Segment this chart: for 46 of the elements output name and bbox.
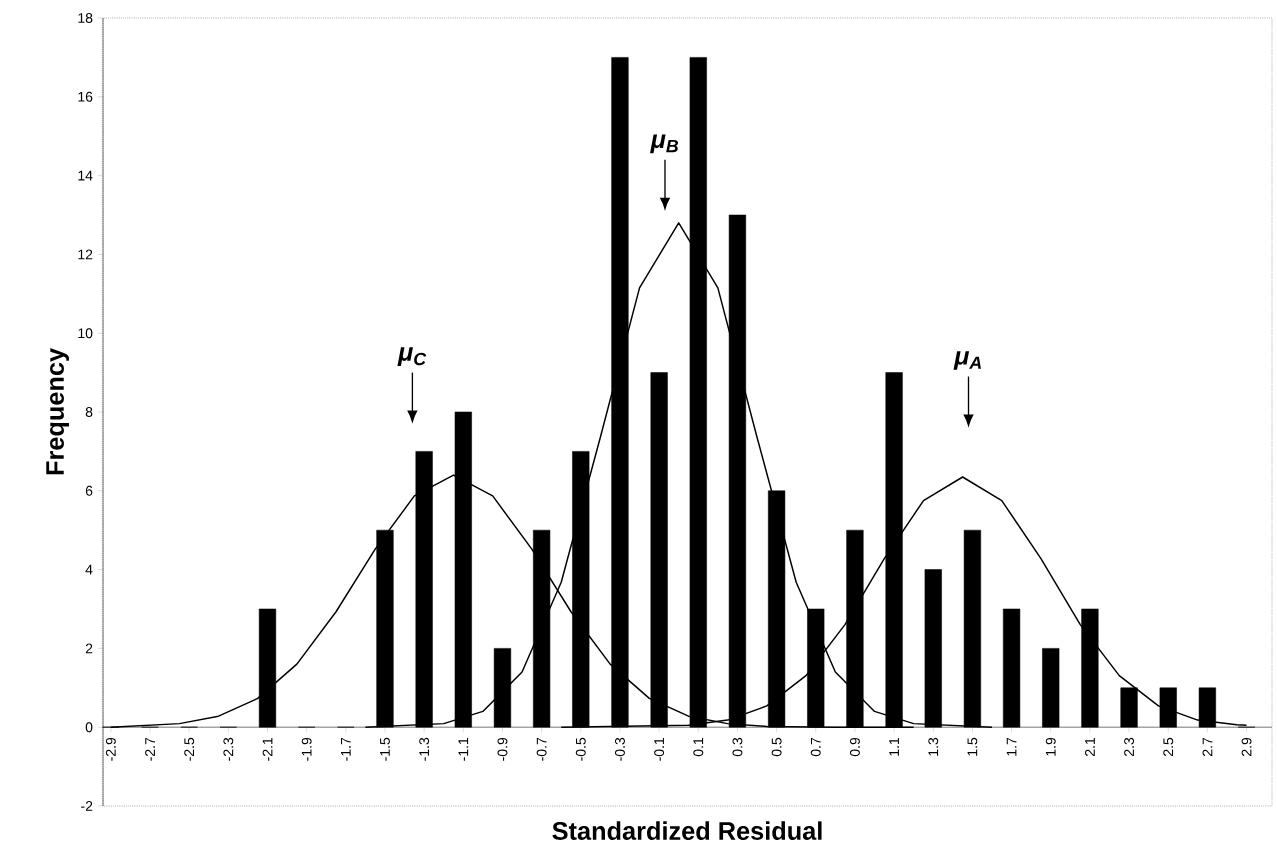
y-axis-title: Frequency	[46, 348, 69, 475]
y-tick-label: -2	[81, 801, 93, 811]
x-axis-title: Standardized Residual	[552, 821, 822, 840]
y-tick-label: 2	[85, 643, 93, 654]
x-tick-label: 2.9	[1241, 737, 1252, 756]
y-tick-label: 14	[78, 170, 93, 181]
y-tick-label: 6	[85, 485, 93, 496]
x-tick-label: 1.3	[928, 737, 939, 756]
x-tick-label: 0.9	[849, 737, 860, 757]
x-tick-label: -1.9	[301, 737, 312, 761]
x-tick-label: -2.9	[105, 737, 116, 761]
x-tick-label: -1.1	[458, 737, 469, 761]
y-tick-label: 16	[78, 91, 93, 102]
x-tick-label: -0.1	[654, 737, 665, 761]
x-tick-label: 1.5	[967, 737, 978, 756]
y-tick-label: 8	[85, 407, 93, 417]
x-tick-label: 1.1	[889, 737, 899, 756]
x-tick-label: 0.5	[771, 737, 782, 757]
x-tick-label: -2.3	[223, 737, 234, 761]
x-tick-label: -1.3	[419, 737, 430, 761]
x-tick-label: 2.3	[1124, 737, 1135, 756]
x-tick-label: -2.1	[262, 737, 273, 761]
x-tick-label: -0.7	[536, 737, 547, 761]
y-tick-label: 10	[78, 328, 93, 339]
annotation: μ$_{B}$	[650, 134, 679, 154]
x-tick-label: 2.5	[1163, 737, 1174, 756]
y-tick-label: 4	[85, 564, 93, 575]
x-tick-label: 1.9	[1045, 737, 1056, 756]
x-tick-label: -0.3	[615, 737, 625, 761]
x-tick-label: -0.5	[575, 737, 586, 761]
x-tick-label: -2.7	[145, 737, 155, 761]
x-tick-label: 2.7	[1202, 737, 1213, 756]
annotation: μ$_{A}$	[953, 351, 981, 370]
y-tick-label: 0	[85, 722, 93, 733]
x-tick-label: 2.1	[1085, 737, 1095, 756]
x-tick-label: 0.7	[810, 737, 821, 757]
x-tick-label: -1.7	[341, 737, 351, 761]
y-tick-label: 12	[78, 249, 93, 260]
x-tick-label: 0.3	[732, 737, 743, 757]
annotation: μ$_{C}$	[397, 347, 427, 366]
x-tick-label: -1.5	[380, 737, 390, 761]
x-tick-label: 0.1	[693, 737, 704, 757]
x-tick-label: -2.5	[184, 737, 195, 761]
x-tick-label: -0.9	[497, 737, 508, 761]
x-tick-label: 1.7	[1006, 737, 1017, 756]
y-tick-label: 18	[78, 13, 93, 23]
